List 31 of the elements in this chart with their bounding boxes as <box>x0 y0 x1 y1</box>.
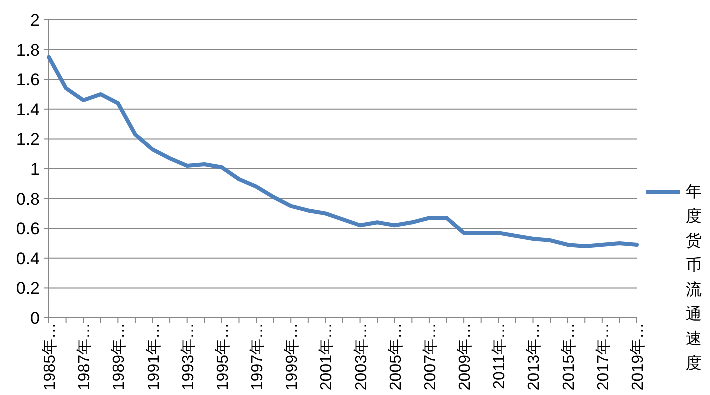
x-tick-label: 2019年… <box>630 323 647 391</box>
x-tick-label: 1991年… <box>146 323 163 391</box>
y-tick-label: 1.2 <box>16 130 40 150</box>
y-tick-label: 0.2 <box>16 279 40 298</box>
y-tick-label: 2 <box>30 10 40 30</box>
x-tick-label: 2007年… <box>422 323 440 391</box>
x-tick-label: 2013年… <box>526 323 544 391</box>
y-tick-label: 1.4 <box>16 100 40 120</box>
x-tick-label: 1999年… <box>284 323 302 391</box>
line-series <box>47 55 639 248</box>
x-tick-label: 1997年… <box>250 323 267 391</box>
y-tick-label: 0.8 <box>16 190 40 209</box>
y-tick-label: 1.8 <box>16 40 40 60</box>
x-tick-label: 2003年… <box>353 323 370 391</box>
x-tick-label: 2011年… <box>492 323 509 390</box>
x-tick-label: 2001年… <box>318 323 336 391</box>
x-tick-label: 2017年… <box>595 323 612 391</box>
x-tick-label: 2005年… <box>388 323 405 391</box>
x-tick-label: 1995年… <box>214 323 232 391</box>
x-tick-label: 2015年… <box>560 323 578 391</box>
y-tick-label: 0.6 <box>16 220 40 239</box>
x-tick-label: 1985年… <box>42 323 59 391</box>
x-tick-label: 1989年… <box>111 323 128 391</box>
y-tick-label: 0.4 <box>16 249 40 268</box>
y-tick-label: 1.6 <box>16 70 40 90</box>
x-tick-label: 1993年… <box>180 323 198 391</box>
x-tick-label: 2009年… <box>457 323 474 391</box>
x-tick-label: 1987年… <box>76 323 94 391</box>
y-tick-label: 1 <box>30 160 40 179</box>
y-tick-label: 0 <box>30 308 40 328</box>
legend-label: 年度货币流通速度 <box>686 184 702 372</box>
